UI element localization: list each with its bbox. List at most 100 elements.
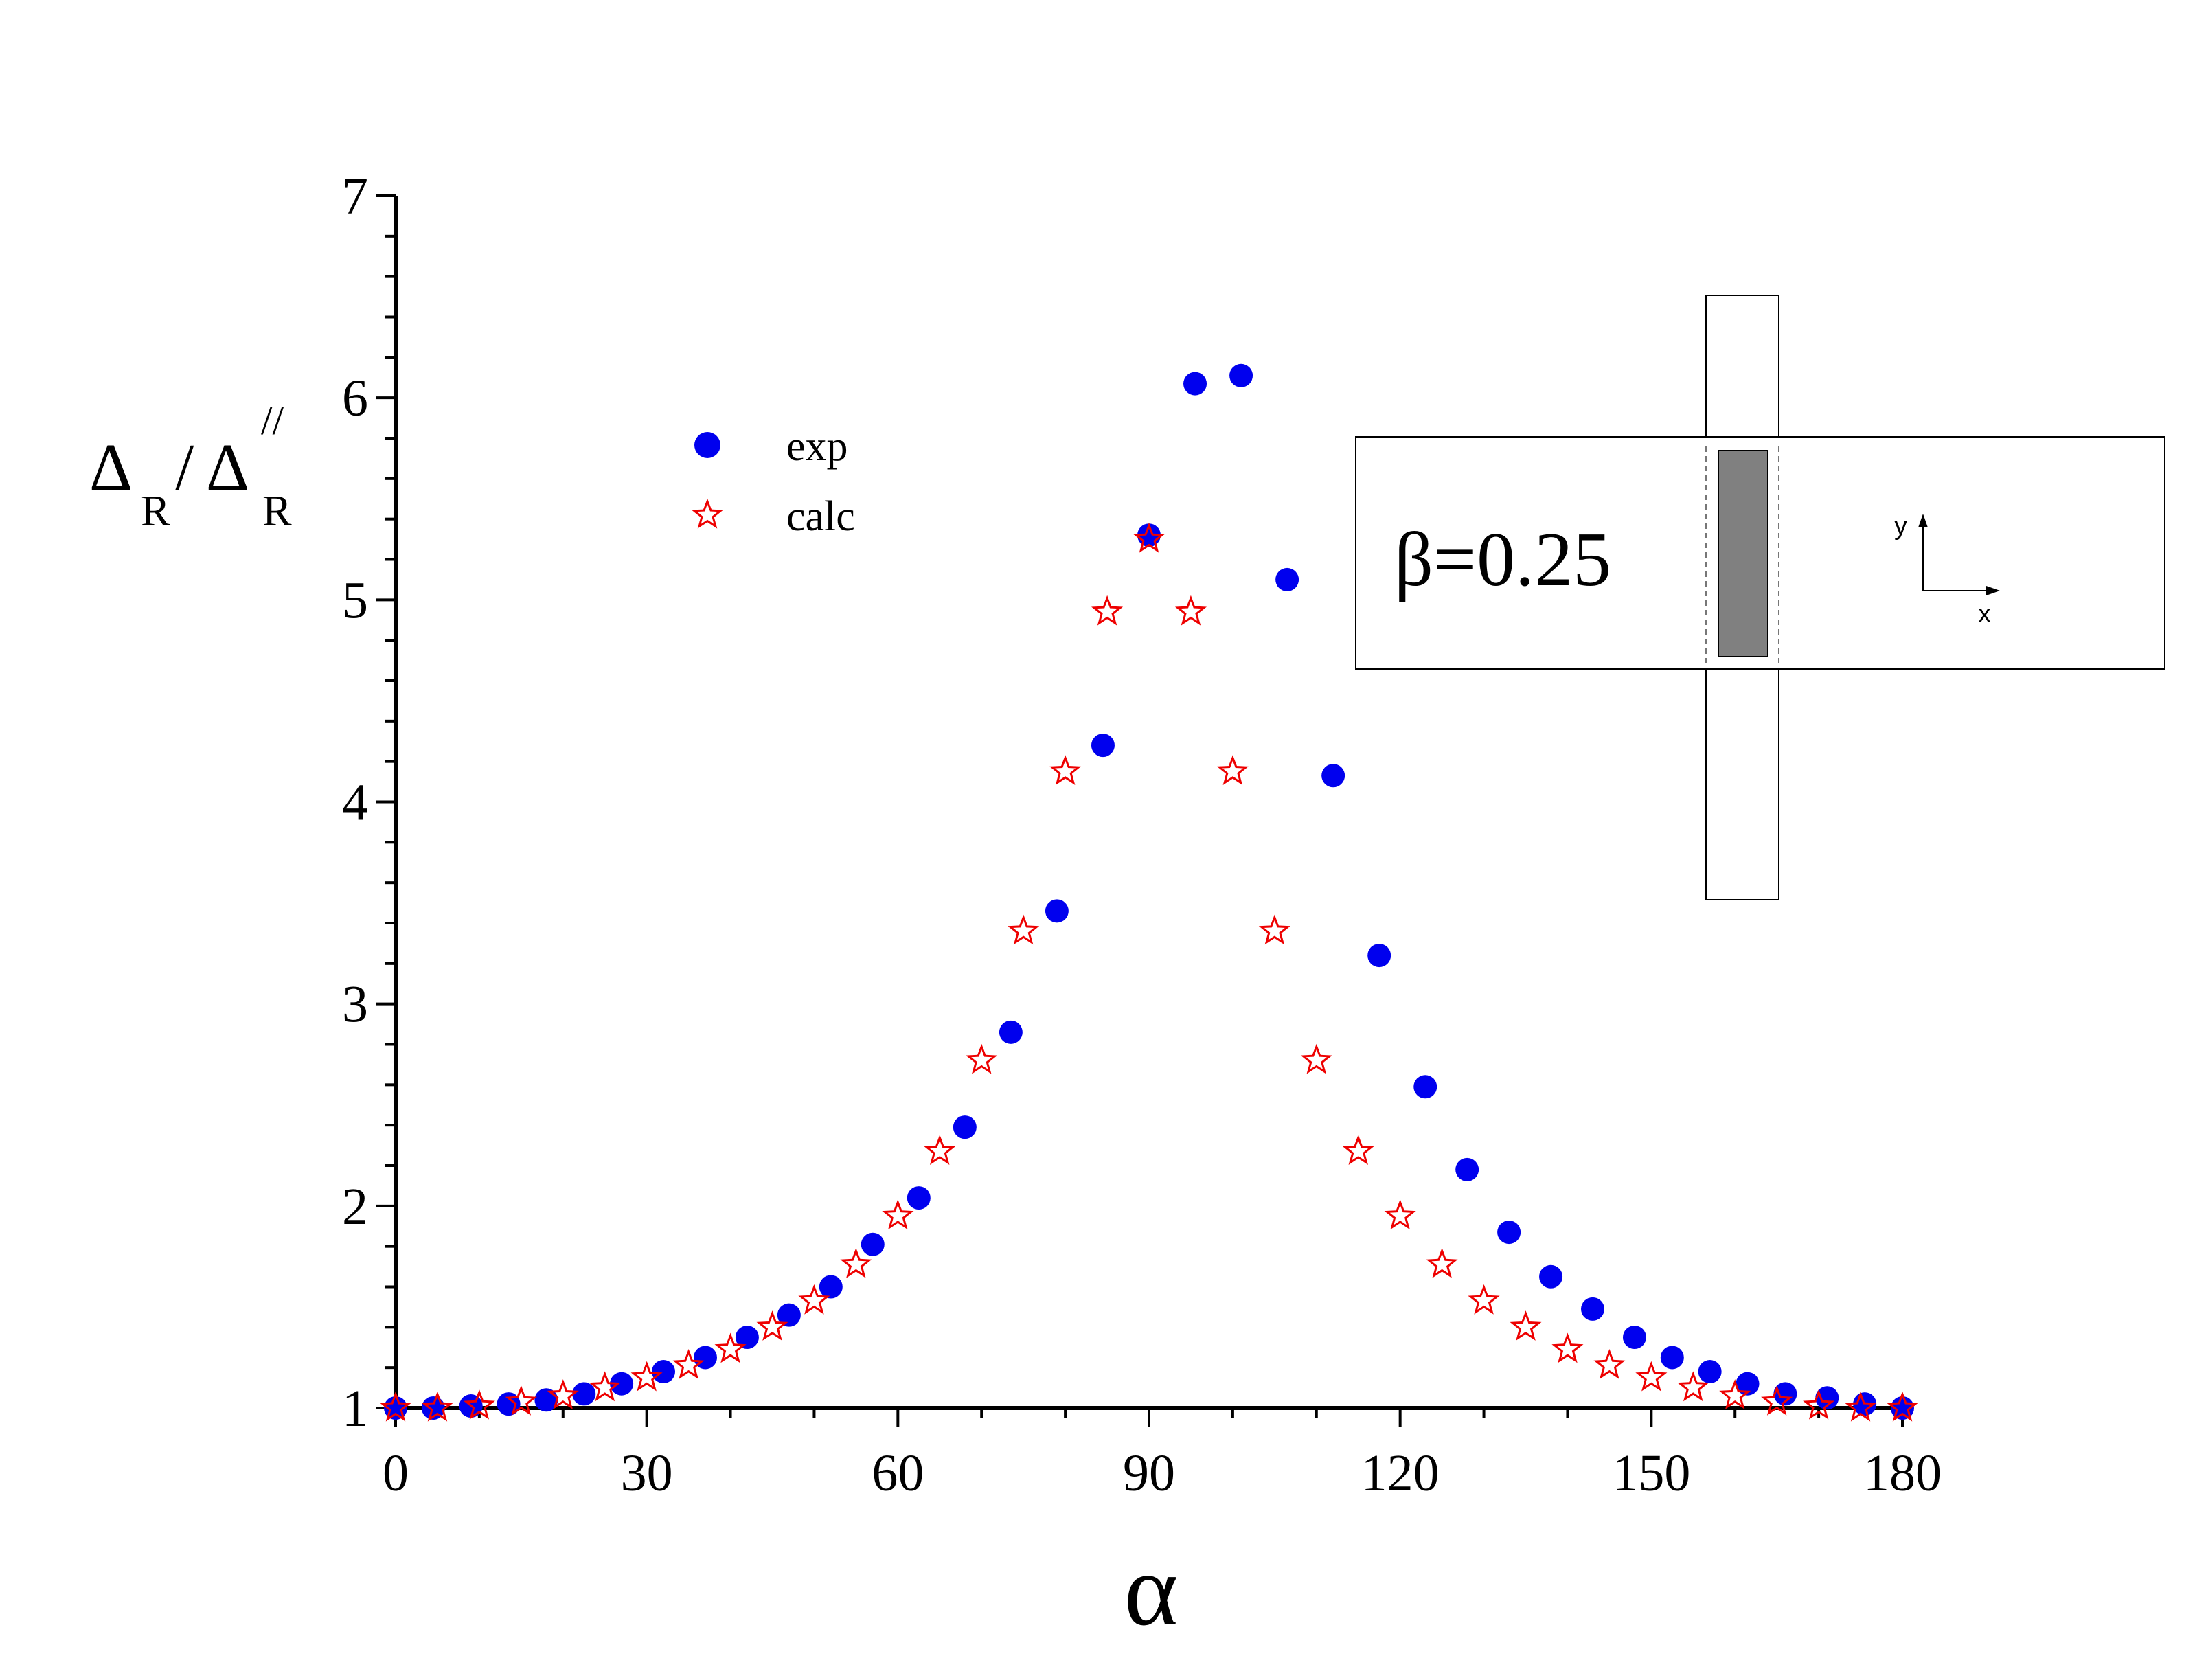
y-tick-label: 6 [342,370,368,427]
inset-annotation: β=0.25 [1394,517,1611,602]
data-point-exp [907,1186,931,1210]
data-point-calc [1342,1135,1374,1166]
data-point-exp [1815,1386,1839,1410]
data-point-exp [1539,1264,1563,1289]
data-point-calc [1384,1199,1416,1230]
data-point-calc [1803,1389,1835,1420]
series-calc [379,522,1919,1422]
x-tick-label: 90 [1123,1444,1175,1502]
legend-marker-calc [691,498,724,529]
data-point-calc [1091,595,1124,626]
y-title-slash: / [175,431,194,505]
data-point-exp [1229,363,1253,387]
data-point-calc [1174,595,1207,626]
inset-x-label: x [1978,600,1991,628]
data-point-calc [882,1199,914,1230]
data-point-calc [798,1284,830,1315]
data-point-calc [463,1389,495,1420]
data-point-calc [1761,1385,1793,1416]
data-point-calc [547,1379,579,1409]
data-point-exp [1183,372,1207,396]
y-title-sub-r-2: R [262,486,292,535]
legend: exp calc [691,423,855,540]
data-point-exp [1736,1372,1760,1396]
y-tick-label: 4 [342,774,368,832]
data-point-calc [1593,1348,1626,1379]
data-point-exp [1367,944,1391,968]
data-point-exp [1091,734,1115,758]
y-title-delta-2: Δ [206,431,249,505]
ticks [376,194,1904,1427]
y-title-delta: Δ [89,431,133,505]
data-point-calc [589,1371,621,1402]
data-point-exp [1413,1075,1437,1099]
data-point-calc [756,1310,788,1341]
data-point-calc [1133,522,1165,553]
y-tick-label: 2 [342,1178,368,1236]
data-point-exp [610,1372,634,1396]
data-point-exp [1275,567,1299,591]
data-point-calc [1216,755,1249,786]
data-point-exp [735,1326,759,1350]
y-title-sup-parallel: // [261,398,284,443]
data-point-exp [1045,899,1069,923]
data-point-calc [1844,1391,1877,1422]
x-tick-label: 0 [383,1444,409,1502]
inset-x-arrowhead [1986,586,2000,595]
data-point-exp [1773,1382,1797,1406]
data-point-calc [1049,755,1082,786]
data-point-exp [999,1020,1023,1044]
data-point-calc [1635,1361,1668,1392]
data-point-calc [1886,1391,1919,1422]
data-point-exp [652,1360,676,1384]
x-tick-label: 150 [1612,1444,1690,1502]
x-tick-label: 180 [1863,1444,1942,1502]
data-point-calc [672,1348,705,1379]
y-title-sub-r: R [141,486,170,535]
data-point-exp [572,1382,596,1406]
data-point-calc [1677,1371,1709,1402]
inset-schematic: β=0.25 y x [1355,295,2165,900]
y-tick-label: 7 [342,168,368,225]
data-point-calc [421,1391,454,1422]
data-point-calc [966,1043,998,1074]
data-point-calc [1468,1284,1500,1315]
x-tick-label: 60 [872,1444,924,1502]
legend-item-exp: exp [694,423,848,470]
data-point-calc [1008,914,1040,945]
data-point-exp [1698,1360,1722,1384]
inset-y-arrowhead [1918,514,1928,527]
data-point-exp [1497,1221,1521,1245]
data-point-calc [379,1391,412,1422]
data-point-calc [840,1247,872,1278]
data-point-calc [1551,1332,1584,1363]
tick-labels: 1 2 3 4 5 6 7 0 30 60 90 120 150 180 [342,168,1942,1502]
data-point-calc [1300,1043,1332,1074]
data-point-exp [1581,1297,1605,1321]
data-point-exp [1455,1157,1479,1181]
x-tick-label: 120 [1361,1444,1440,1502]
data-point-exp [861,1232,885,1256]
legend-marker-exp [694,432,720,458]
y-axis-title: Δ R / Δ // R [89,398,292,535]
legend-label-exp: exp [786,423,848,470]
data-point-exp [953,1115,977,1139]
y-tick-label: 5 [342,571,368,629]
data-point-calc [924,1135,956,1166]
data-point-calc [1510,1310,1542,1341]
data-point-calc [1719,1379,1751,1409]
data-point-calc [505,1385,537,1416]
data-point-calc [1258,914,1290,945]
inset-gray-strip [1718,450,1768,657]
data-point-calc [714,1332,747,1363]
inset-y-label: y [1894,512,1907,541]
data-point-calc [1426,1247,1458,1278]
x-axis-title: α [1124,1533,1179,1647]
x-tick-label: 30 [621,1444,673,1502]
data-point-calc [630,1361,663,1392]
series-exp [384,363,1914,1420]
y-tick-label: 3 [342,976,368,1034]
legend-label-calc: calc [786,493,855,540]
